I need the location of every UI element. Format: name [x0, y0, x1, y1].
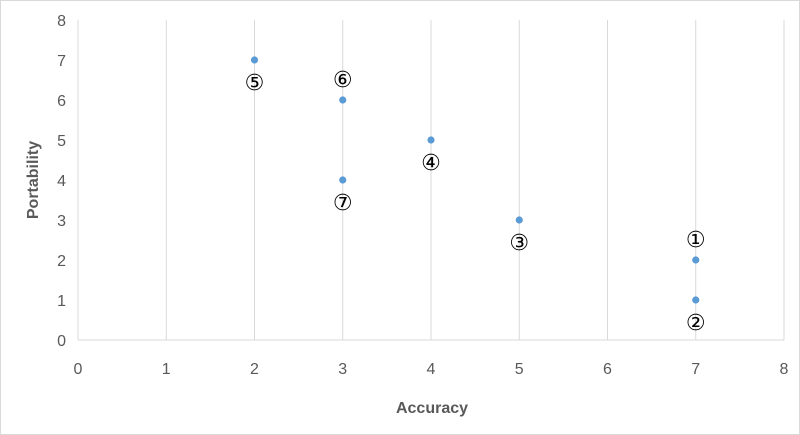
point-label: ①: [686, 228, 706, 253]
y-tick-label: 1: [57, 293, 66, 310]
y-tick-label: 5: [57, 133, 66, 150]
data-point: [339, 96, 347, 104]
y-axis-title: Portability: [25, 141, 42, 219]
x-tick-label: 6: [603, 361, 612, 378]
y-tick-label: 0: [57, 333, 66, 350]
x-tick-label: 8: [780, 361, 789, 378]
data-point: [692, 296, 700, 304]
data-point: [515, 216, 523, 224]
point-labels: ① ② ③ ④ ⑤ ⑥ ⑦: [245, 68, 706, 336]
x-axis-title: Accuracy: [396, 400, 468, 417]
x-tick-label: 0: [74, 361, 83, 378]
point-label: ③: [509, 231, 529, 256]
tick-labels: 0 1 2 3 4 5 6 7 8 0 1 2 3 4 5 6 7 8: [57, 13, 788, 378]
x-tick-label: 7: [691, 361, 700, 378]
point-label: ②: [686, 311, 706, 336]
data-point: [339, 176, 347, 184]
x-tick-label: 2: [250, 361, 259, 378]
gridlines: [165, 20, 785, 340]
x-tick-label: 3: [338, 361, 347, 378]
y-tick-label: 7: [57, 53, 66, 70]
y-tick-label: 6: [57, 93, 66, 110]
x-tick-label: 4: [427, 361, 436, 378]
y-tick-label: 4: [57, 173, 66, 190]
data-point: [692, 256, 700, 264]
x-tick-label: 1: [162, 361, 171, 378]
axes: [77, 20, 784, 341]
point-label: ⑦: [333, 191, 353, 216]
data-point: [250, 56, 259, 64]
data-point: [427, 136, 435, 144]
point-label: ④: [421, 151, 441, 176]
y-tick-label: 3: [57, 213, 66, 230]
data-points: [250, 56, 700, 304]
y-tick-label: 2: [57, 253, 66, 270]
x-tick-label: 5: [515, 361, 524, 378]
y-tick-label: 8: [57, 13, 66, 30]
point-label: ⑥: [333, 68, 353, 93]
point-label: ⑤: [245, 71, 265, 96]
